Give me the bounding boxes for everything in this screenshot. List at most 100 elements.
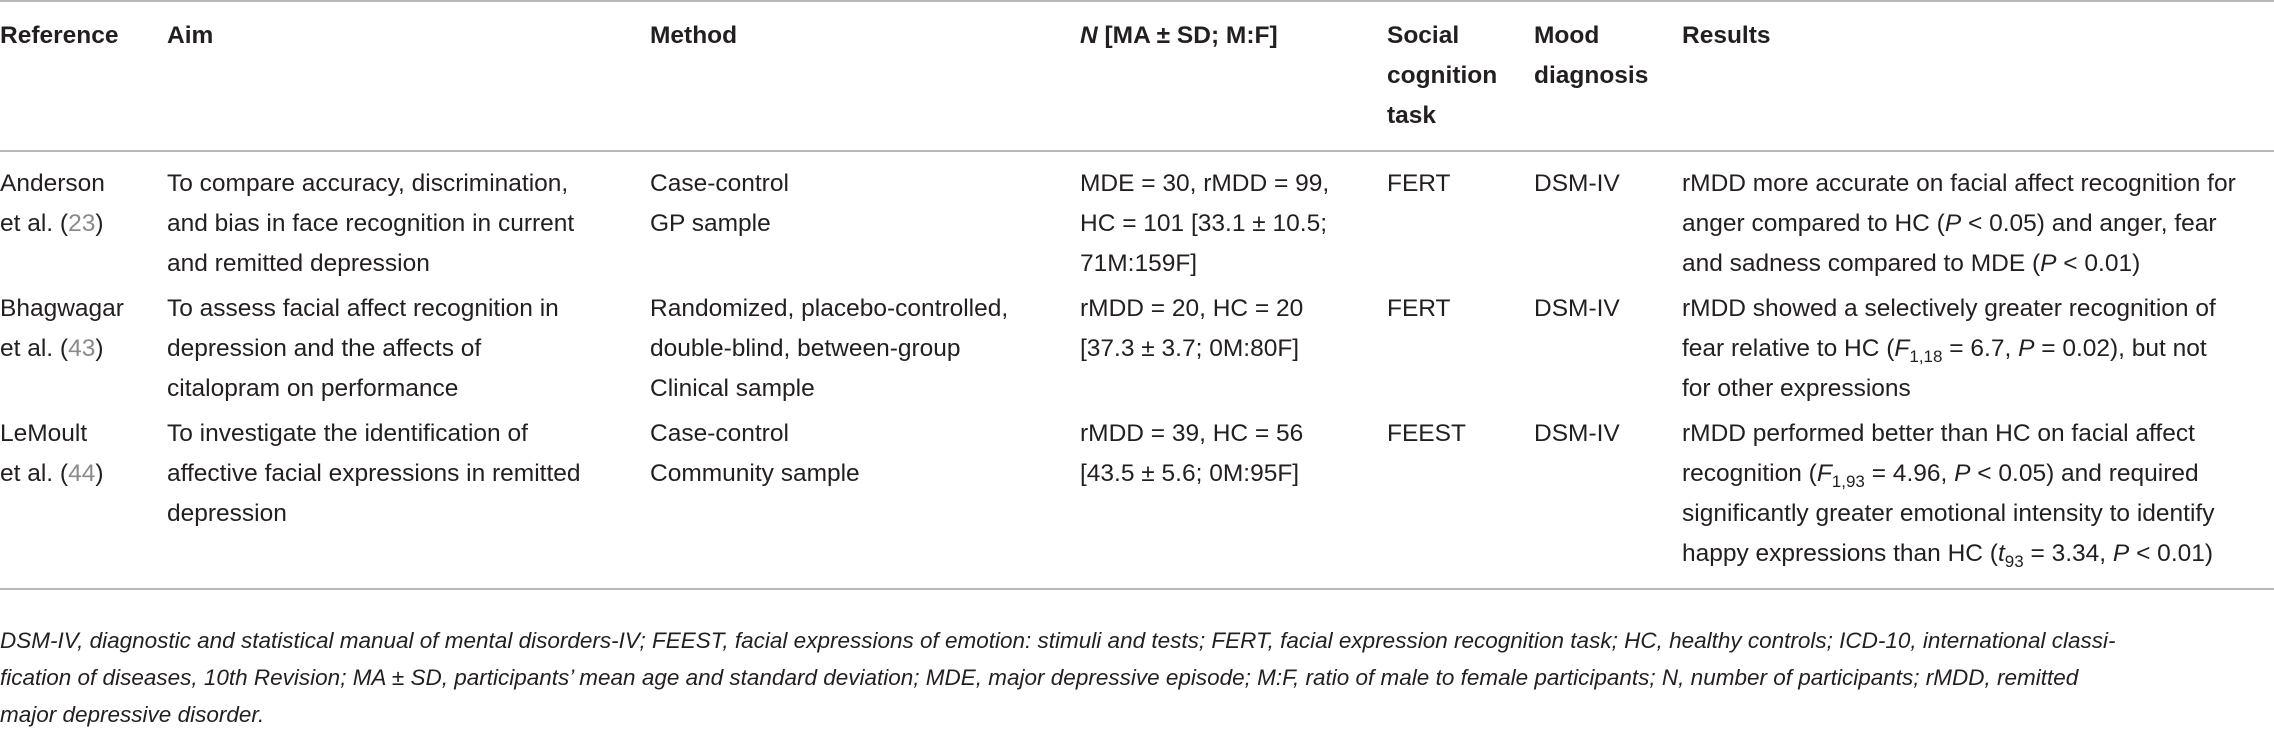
reference-etal: et al. ( bbox=[0, 335, 69, 362]
stat-symbol: F bbox=[1816, 460, 1832, 487]
stat-subscript: 1,18 bbox=[1909, 346, 1943, 366]
reference-author: Anderson bbox=[0, 170, 105, 197]
table-row: Anderson et al. (23) To compare accuracy… bbox=[0, 151, 2274, 289]
cell-aim: To assess facial affect recognition in d… bbox=[167, 289, 650, 414]
header-n-symbol: N bbox=[1080, 22, 1098, 49]
cell-mood: DSM-IV bbox=[1534, 420, 1620, 447]
results-text: < 0.05) and required bbox=[1970, 460, 2199, 487]
stat-symbol: F bbox=[1894, 335, 1910, 362]
results-table: Reference Aim Method N [MA ± SD; M:F] So… bbox=[0, 1, 2274, 589]
reference-etal: et al. ( bbox=[0, 460, 69, 487]
cell-method: Randomized, placebo-controlled, double-b… bbox=[650, 289, 1080, 414]
header-task-line: cognition bbox=[1387, 62, 1498, 89]
stat-subscript: 1,93 bbox=[1831, 471, 1865, 491]
cell-results: rMDD more accurate on facial affect reco… bbox=[1682, 151, 2274, 289]
results-line: rMDD showed a selectively greater recogn… bbox=[1682, 295, 2216, 322]
n-line: MDE = 30, rMDD = 99, bbox=[1080, 170, 1330, 197]
results-text: and sadness compared to MDE ( bbox=[1682, 250, 2041, 277]
citation-link[interactable]: 44 bbox=[68, 460, 96, 487]
stat-symbol: P bbox=[1944, 210, 1962, 237]
stat-symbol: P bbox=[2040, 250, 2057, 277]
header-mood-line: Mood bbox=[1534, 22, 1600, 49]
reference-paren: ) bbox=[95, 460, 104, 487]
reference-paren: ) bbox=[95, 210, 104, 237]
aim-line: citalopram on performance bbox=[167, 375, 459, 402]
aim-line: To investigate the identification of bbox=[167, 420, 528, 447]
cell-aim: To compare accuracy, discrimination, and… bbox=[167, 151, 650, 289]
table-footnote: DSM-IV, diagnostic and statistical manua… bbox=[0, 622, 2268, 733]
results-line: for other expressions bbox=[1682, 375, 1911, 402]
results-text: recognition ( bbox=[1682, 460, 1817, 487]
results-text: = 3.34, bbox=[2023, 540, 2113, 567]
method-line: GP sample bbox=[650, 210, 771, 237]
method-line: Community sample bbox=[650, 460, 860, 487]
header-task: Social cognition task bbox=[1387, 1, 1534, 151]
results-text: < 0.01) bbox=[2056, 250, 2141, 277]
results-line: rMDD performed better than HC on facial … bbox=[1682, 420, 2195, 447]
header-results: Results bbox=[1682, 22, 1771, 49]
reference-author: Bhagwagar bbox=[0, 295, 124, 322]
cell-task: FEEST bbox=[1387, 420, 1466, 447]
header-task-line: task bbox=[1387, 102, 1437, 129]
table-row: LeMoult et al. (44) To investigate the i… bbox=[0, 414, 2274, 589]
results-text: = 0.02), but not bbox=[2034, 335, 2207, 362]
footnote-line: DSM-IV, diagnostic and statistical manua… bbox=[0, 628, 2116, 653]
stat-subscript: 93 bbox=[2004, 551, 2024, 571]
method-line: Case-control bbox=[650, 170, 789, 197]
results-text: = 6.7, bbox=[1942, 335, 2019, 362]
header-n-detail: [MA ± SD; M:F] bbox=[1097, 22, 1278, 49]
n-line: HC = 101 [33.1 ± 10.5; bbox=[1080, 210, 1328, 237]
method-line: Clinical sample bbox=[650, 375, 815, 402]
n-line: rMDD = 20, HC = 20 bbox=[1080, 295, 1304, 322]
cell-method: Case-control GP sample bbox=[650, 151, 1080, 289]
aim-line: and remitted depression bbox=[167, 250, 430, 277]
results-text: < 0.01) bbox=[2129, 540, 2214, 567]
table-row: Bhagwagar et al. (43) To assess facial a… bbox=[0, 289, 2274, 414]
reference-paren: ) bbox=[95, 335, 104, 362]
cell-results: rMDD showed a selectively greater recogn… bbox=[1682, 289, 2274, 414]
aim-line: affective facial expressions in remitted bbox=[167, 460, 581, 487]
results-line: significantly greater emotional intensit… bbox=[1682, 500, 2215, 527]
n-line: [37.3 ± 3.7; 0M:80F] bbox=[1080, 335, 1300, 362]
n-line: rMDD = 39, HC = 56 bbox=[1080, 420, 1304, 447]
cell-mood: DSM-IV bbox=[1534, 170, 1620, 197]
cell-results: rMDD performed better than HC on facial … bbox=[1682, 414, 2274, 589]
header-task-line: Social bbox=[1387, 22, 1460, 49]
results-text: = 4.96, bbox=[1864, 460, 1955, 487]
results-text: < 0.05) and anger, fear bbox=[1961, 210, 2217, 237]
header-mood: Mood diagnosis bbox=[1534, 1, 1682, 151]
stat-symbol: t bbox=[1997, 540, 2005, 567]
table-header-row: Reference Aim Method N [MA ± SD; M:F] So… bbox=[0, 1, 2274, 151]
cell-aim: To investigate the identification of aff… bbox=[167, 414, 650, 589]
citation-link[interactable]: 43 bbox=[68, 335, 96, 362]
n-line: 71M:159F] bbox=[1080, 250, 1198, 277]
header-mood-line: diagnosis bbox=[1534, 62, 1649, 89]
cell-reference: Bhagwagar et al. (43) bbox=[0, 289, 167, 414]
footnote-line: major depressive disorder. bbox=[0, 702, 265, 727]
aim-line: depression and the affects of bbox=[167, 335, 482, 362]
aim-line: To compare accuracy, discrimination, bbox=[167, 170, 569, 197]
cell-n: rMDD = 20, HC = 20 [37.3 ± 3.7; 0M:80F] bbox=[1080, 289, 1387, 414]
method-line: Randomized, placebo-controlled, bbox=[650, 295, 1009, 322]
cell-task: FERT bbox=[1387, 170, 1451, 197]
citation-link[interactable]: 23 bbox=[68, 210, 96, 237]
header-n: N [MA ± SD; M:F] bbox=[1080, 1, 1387, 151]
reference-author: LeMoult bbox=[0, 420, 88, 447]
n-line: [43.5 ± 5.6; 0M:95F] bbox=[1080, 460, 1300, 487]
method-line: double-blind, between-group bbox=[650, 335, 961, 362]
header-aim: Aim bbox=[167, 22, 214, 49]
results-text: fear relative to HC ( bbox=[1682, 335, 1895, 362]
results-line: rMDD more accurate on facial affect reco… bbox=[1682, 170, 2236, 197]
header-reference: Reference bbox=[0, 22, 119, 49]
cell-n: rMDD = 39, HC = 56 [43.5 ± 5.6; 0M:95F] bbox=[1080, 414, 1387, 589]
stat-symbol: P bbox=[2018, 335, 2035, 362]
method-line: Case-control bbox=[650, 420, 789, 447]
results-text: happy expressions than HC ( bbox=[1682, 540, 1998, 567]
aim-line: and bias in face recognition in current bbox=[167, 210, 575, 237]
header-method: Method bbox=[650, 22, 738, 49]
footnote-line: fication of diseases, 10th Revision; MA … bbox=[0, 665, 2079, 690]
reference-etal: et al. ( bbox=[0, 210, 69, 237]
cell-task: FERT bbox=[1387, 295, 1451, 322]
cell-n: MDE = 30, rMDD = 99, HC = 101 [33.1 ± 10… bbox=[1080, 151, 1387, 289]
cell-reference: LeMoult et al. (44) bbox=[0, 414, 167, 589]
